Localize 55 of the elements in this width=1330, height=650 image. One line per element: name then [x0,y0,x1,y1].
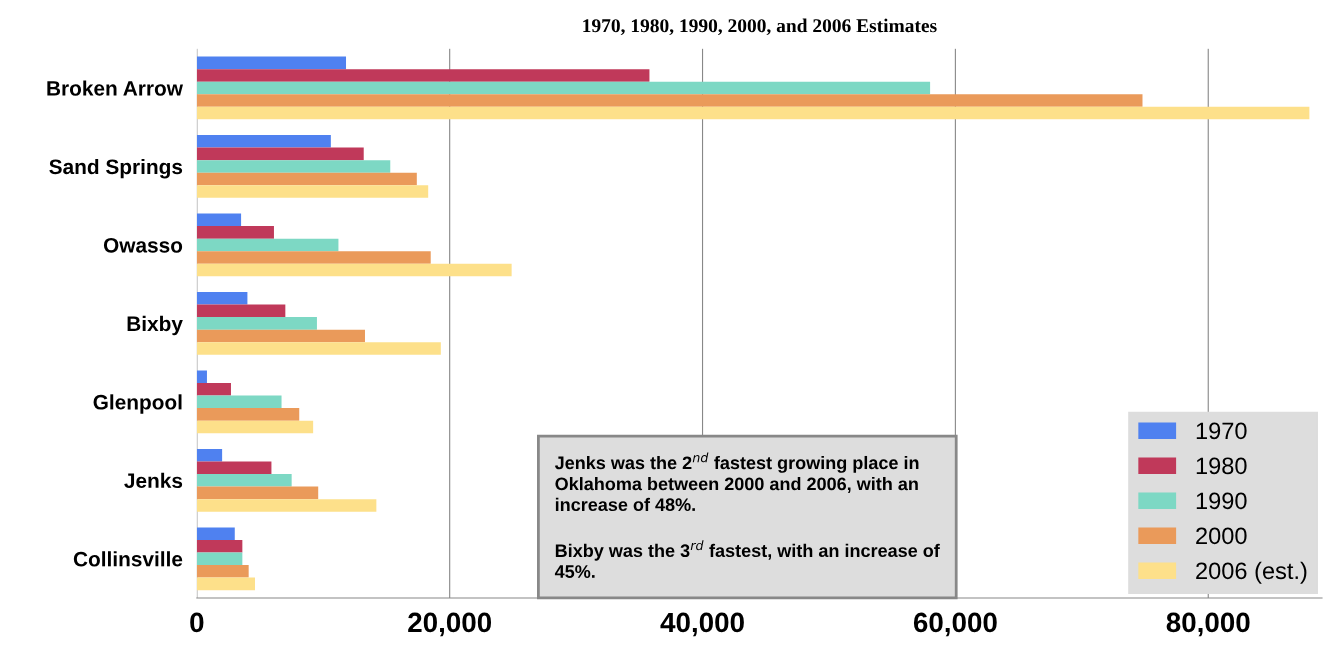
bar [196,395,282,409]
y-tick-label: Glenpool [93,394,182,414]
bar [196,291,248,305]
x-tick-label: 60,000 [913,612,997,637]
bar [196,251,431,264]
bar [196,172,417,186]
bar [196,317,317,330]
legend-label: 2000 [1196,527,1247,545]
x-tick-label: 0 [190,612,204,633]
bar [196,81,931,95]
legend-label: 1970 [1196,422,1247,440]
bar [196,147,364,161]
bar [196,448,223,462]
y-tick-label: Broken Arrow [47,80,183,96]
bar [196,499,377,512]
legend-label: 1980 [1196,457,1247,475]
bar [196,461,272,475]
bar [196,565,249,578]
bar [196,238,339,252]
bar [196,94,1143,107]
bar [196,185,429,198]
bar [196,527,235,540]
bar [196,160,391,173]
y-tick-label: Collinsville [73,551,183,567]
bar [196,474,292,487]
bar [196,213,242,227]
x-tick-label: 80,000 [1166,612,1250,637]
bar [196,69,650,82]
legend-label: 1990 [1196,492,1247,510]
bar [196,226,274,239]
y-tick-label: Sand Springs [49,158,183,179]
text: Bixby was the 3$^{rd}$ fastest, with an increase of 45%. [554,540,940,578]
bar [196,106,1310,120]
bar [196,263,512,277]
bar [196,420,314,434]
bar [196,342,441,355]
annotation: Jenks was the 2$^{nd}$ fastest growing place in Oklahoma between 2000 and 2006, with an increase of 48%. [554,452,919,512]
legend-label: 2006 (est.) [1196,561,1307,584]
x-tick-label: 40,000 [660,612,744,637]
bar [196,408,300,421]
bar [196,552,243,566]
x-tick-label: 20,000 [408,612,492,637]
bar [196,329,365,343]
bar [196,383,231,396]
bar [196,486,319,500]
bar [196,56,347,70]
bar [196,539,243,553]
bar [196,370,207,384]
y-tick-label: Bixby [127,315,183,336]
bar [196,577,255,591]
y-tick-label: Owasso [103,237,183,253]
y-tick-label: Jenks [124,472,183,489]
bar [196,135,331,148]
bar [196,304,286,318]
chart-title: 1970, 1980, 1990, 2000, and 2006 Estimates [583,18,937,36]
